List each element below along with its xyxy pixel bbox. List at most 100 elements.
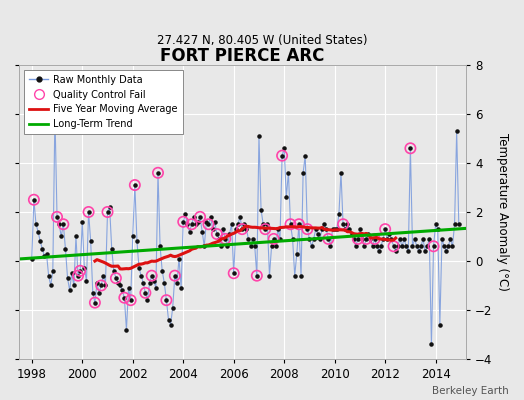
- Point: [97, 282, 105, 289]
- Point: [358, 236, 366, 242]
- Point: [91, 300, 99, 306]
- Point: [72, 233, 80, 240]
- Point: [354, 236, 362, 242]
- Point: [255, 133, 263, 139]
- Point: [97, 282, 105, 289]
- Point: [438, 236, 446, 242]
- Point: [66, 287, 74, 294]
- Point: [280, 145, 288, 152]
- Point: [230, 270, 238, 276]
- Point: [320, 221, 329, 228]
- Point: [373, 243, 381, 250]
- Point: [406, 145, 414, 152]
- Point: [200, 243, 209, 250]
- Point: [269, 236, 278, 242]
- Point: [213, 231, 221, 237]
- Point: [82, 277, 91, 284]
- Point: [55, 221, 63, 228]
- Point: [370, 236, 379, 242]
- Point: [429, 243, 438, 250]
- Point: [435, 322, 444, 328]
- Point: [110, 268, 118, 274]
- Point: [84, 209, 93, 215]
- Point: [406, 145, 414, 152]
- Point: [40, 253, 49, 259]
- Point: [417, 243, 425, 250]
- Point: [141, 290, 149, 296]
- Point: [122, 326, 130, 333]
- Point: [339, 221, 347, 228]
- Point: [453, 128, 461, 134]
- Point: [221, 236, 230, 242]
- Point: [370, 236, 379, 242]
- Point: [165, 316, 173, 323]
- Point: [45, 272, 53, 279]
- Point: [126, 297, 135, 303]
- Point: [63, 275, 72, 281]
- Point: [177, 285, 185, 291]
- Point: [236, 214, 244, 220]
- Point: [350, 236, 358, 242]
- Point: [196, 214, 204, 220]
- Point: [366, 236, 375, 242]
- Point: [341, 226, 350, 232]
- Point: [107, 246, 116, 252]
- Point: [389, 243, 398, 250]
- Point: [118, 287, 126, 294]
- Point: [310, 236, 318, 242]
- Point: [389, 243, 398, 250]
- Point: [57, 233, 66, 240]
- Point: [225, 231, 234, 237]
- Title: FORT PIERCE ARC: FORT PIERCE ARC: [160, 47, 325, 65]
- Point: [385, 231, 394, 237]
- Point: [276, 236, 284, 242]
- Point: [352, 243, 360, 250]
- Point: [230, 270, 238, 276]
- Point: [139, 280, 147, 286]
- Point: [253, 272, 261, 279]
- Point: [400, 236, 408, 242]
- Point: [147, 272, 156, 279]
- Point: [78, 218, 86, 225]
- Point: [84, 209, 93, 215]
- Point: [112, 275, 120, 281]
- Point: [34, 228, 42, 235]
- Point: [391, 248, 400, 254]
- Point: [70, 282, 78, 289]
- Point: [238, 226, 246, 232]
- Text: Berkeley Earth: Berkeley Earth: [432, 386, 508, 396]
- Point: [190, 214, 198, 220]
- Point: [394, 243, 402, 250]
- Point: [329, 226, 337, 232]
- Point: [206, 214, 215, 220]
- Point: [204, 221, 213, 228]
- Point: [278, 152, 286, 159]
- Point: [379, 236, 387, 242]
- Point: [345, 226, 354, 232]
- Point: [211, 218, 219, 225]
- Point: [215, 236, 223, 242]
- Point: [326, 243, 335, 250]
- Point: [130, 182, 139, 188]
- Point: [354, 236, 362, 242]
- Point: [431, 221, 440, 228]
- Point: [290, 272, 299, 279]
- Point: [274, 226, 282, 232]
- Point: [377, 243, 385, 250]
- Point: [396, 236, 404, 242]
- Point: [387, 236, 396, 242]
- Point: [99, 272, 107, 279]
- Point: [156, 243, 165, 250]
- Point: [427, 341, 435, 348]
- Point: [429, 243, 438, 250]
- Point: [124, 285, 133, 291]
- Y-axis label: Temperature Anomaly (°C): Temperature Anomaly (°C): [496, 133, 509, 291]
- Point: [297, 272, 305, 279]
- Point: [198, 228, 206, 235]
- Point: [331, 226, 339, 232]
- Point: [404, 248, 412, 254]
- Point: [181, 211, 190, 218]
- Point: [74, 272, 82, 279]
- Point: [194, 218, 202, 225]
- Point: [171, 272, 179, 279]
